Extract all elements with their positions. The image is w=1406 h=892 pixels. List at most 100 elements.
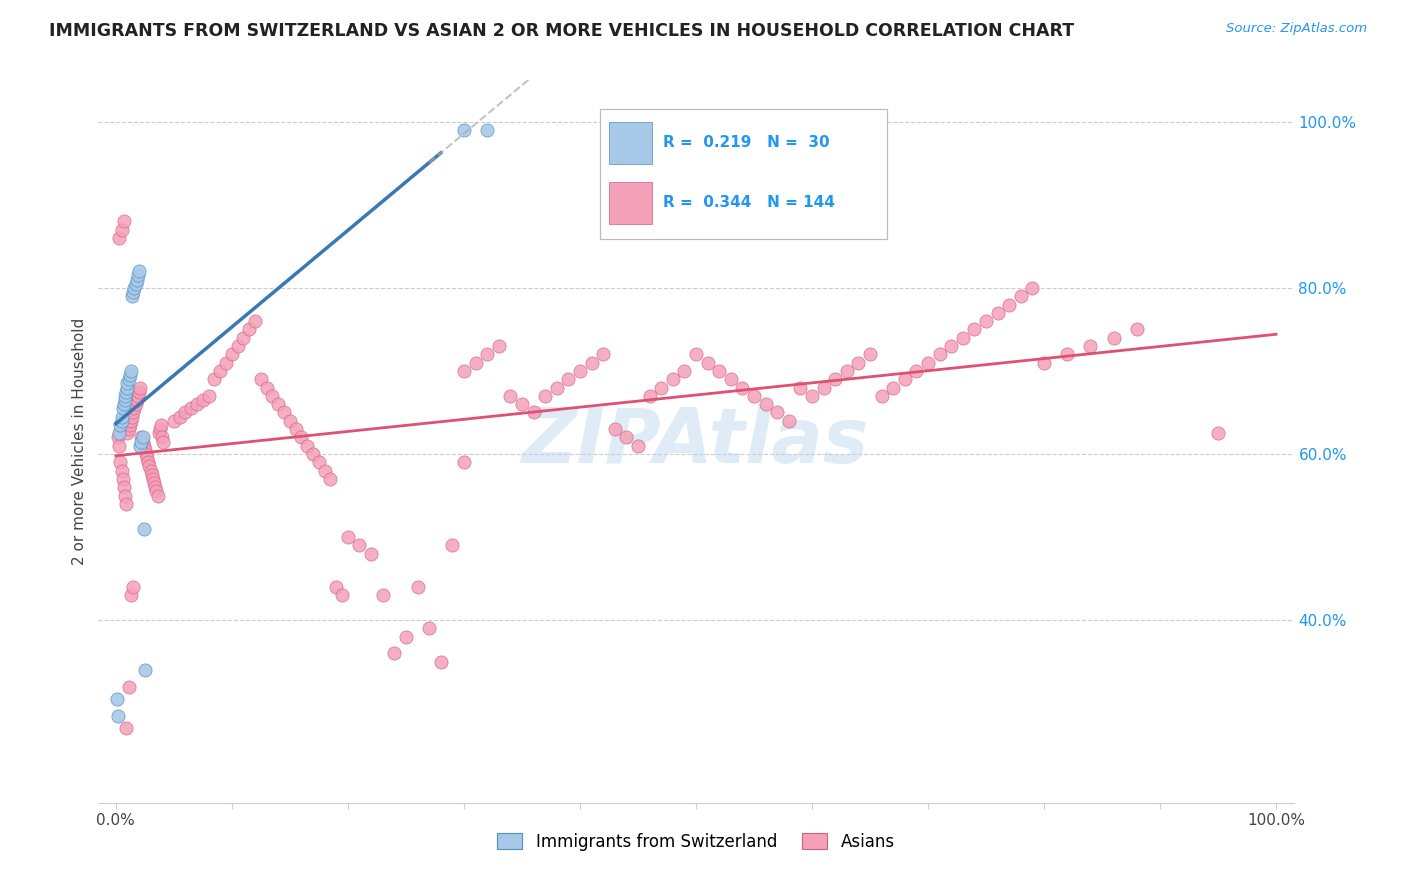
Point bbox=[111, 472, 134, 486]
Point bbox=[131, 434, 153, 449]
Point bbox=[290, 430, 312, 444]
Point bbox=[111, 223, 134, 237]
Point bbox=[963, 322, 986, 336]
Point bbox=[232, 331, 254, 345]
Point bbox=[453, 364, 475, 378]
Point bbox=[475, 347, 498, 361]
Point bbox=[302, 447, 325, 461]
Point bbox=[835, 364, 858, 378]
Point bbox=[1056, 347, 1078, 361]
Point bbox=[120, 364, 142, 378]
Point bbox=[209, 364, 232, 378]
Point bbox=[406, 580, 429, 594]
Point bbox=[685, 347, 707, 361]
Point bbox=[124, 397, 146, 411]
Point bbox=[418, 621, 440, 635]
Point bbox=[136, 455, 159, 469]
Point bbox=[325, 580, 347, 594]
Point bbox=[145, 484, 167, 499]
Point bbox=[778, 414, 800, 428]
Point bbox=[117, 380, 139, 394]
Point bbox=[111, 409, 134, 424]
Point bbox=[191, 392, 214, 407]
Point bbox=[382, 646, 405, 660]
Point bbox=[742, 389, 765, 403]
Point bbox=[115, 497, 138, 511]
Point bbox=[127, 389, 149, 403]
Point bbox=[1080, 339, 1102, 353]
Point bbox=[766, 405, 789, 419]
Point bbox=[124, 281, 146, 295]
Point bbox=[1206, 426, 1229, 441]
Point bbox=[488, 339, 510, 353]
Point bbox=[186, 397, 208, 411]
Point bbox=[108, 426, 131, 441]
Point bbox=[128, 384, 150, 399]
Point bbox=[917, 356, 939, 370]
Point bbox=[522, 405, 544, 419]
Point bbox=[499, 389, 522, 403]
Point bbox=[149, 422, 172, 436]
Point bbox=[475, 123, 498, 137]
Point bbox=[273, 405, 295, 419]
Point bbox=[661, 372, 683, 386]
Point bbox=[813, 380, 835, 394]
Point bbox=[111, 401, 134, 416]
Point bbox=[131, 430, 153, 444]
Point bbox=[546, 380, 568, 394]
Point bbox=[148, 426, 170, 441]
Point bbox=[848, 356, 870, 370]
Point bbox=[987, 306, 1010, 320]
Point bbox=[308, 455, 330, 469]
Point bbox=[152, 434, 174, 449]
Point bbox=[267, 397, 290, 411]
Point bbox=[557, 372, 579, 386]
Point bbox=[117, 680, 139, 694]
Text: Source: ZipAtlas.com: Source: ZipAtlas.com bbox=[1226, 22, 1367, 36]
Point bbox=[114, 489, 136, 503]
Point bbox=[319, 472, 342, 486]
Point bbox=[127, 268, 149, 283]
Point bbox=[197, 389, 219, 403]
Point bbox=[118, 368, 141, 383]
Point bbox=[371, 588, 394, 602]
Point bbox=[112, 397, 135, 411]
Point bbox=[284, 422, 307, 436]
Point bbox=[360, 547, 382, 561]
Point bbox=[118, 417, 141, 432]
Point bbox=[143, 480, 166, 494]
Point bbox=[114, 389, 136, 403]
Point bbox=[755, 397, 778, 411]
Point bbox=[238, 322, 260, 336]
Point bbox=[122, 285, 145, 299]
Point bbox=[510, 397, 533, 411]
Point bbox=[627, 439, 650, 453]
Point bbox=[110, 455, 132, 469]
Point bbox=[709, 364, 731, 378]
Point bbox=[650, 380, 672, 394]
Point bbox=[429, 655, 451, 669]
Y-axis label: 2 or more Vehicles in Household: 2 or more Vehicles in Household bbox=[72, 318, 87, 566]
Point bbox=[112, 214, 135, 228]
Legend: Immigrants from Switzerland, Asians: Immigrants from Switzerland, Asians bbox=[489, 825, 903, 860]
Point bbox=[128, 264, 150, 278]
Point bbox=[180, 401, 202, 416]
Point bbox=[998, 297, 1021, 311]
Point bbox=[256, 380, 278, 394]
Point bbox=[905, 364, 928, 378]
Point bbox=[121, 409, 143, 424]
Point bbox=[117, 422, 139, 436]
Point bbox=[952, 331, 974, 345]
Point bbox=[928, 347, 950, 361]
Point bbox=[262, 389, 284, 403]
Point bbox=[136, 451, 159, 466]
Point bbox=[243, 314, 266, 328]
Point bbox=[138, 459, 160, 474]
Text: ZIPAtlas: ZIPAtlas bbox=[522, 405, 870, 478]
Point bbox=[110, 417, 132, 432]
Point bbox=[115, 384, 138, 399]
Point bbox=[534, 389, 557, 403]
Point bbox=[789, 380, 811, 394]
Point bbox=[141, 467, 163, 482]
Point bbox=[169, 409, 191, 424]
